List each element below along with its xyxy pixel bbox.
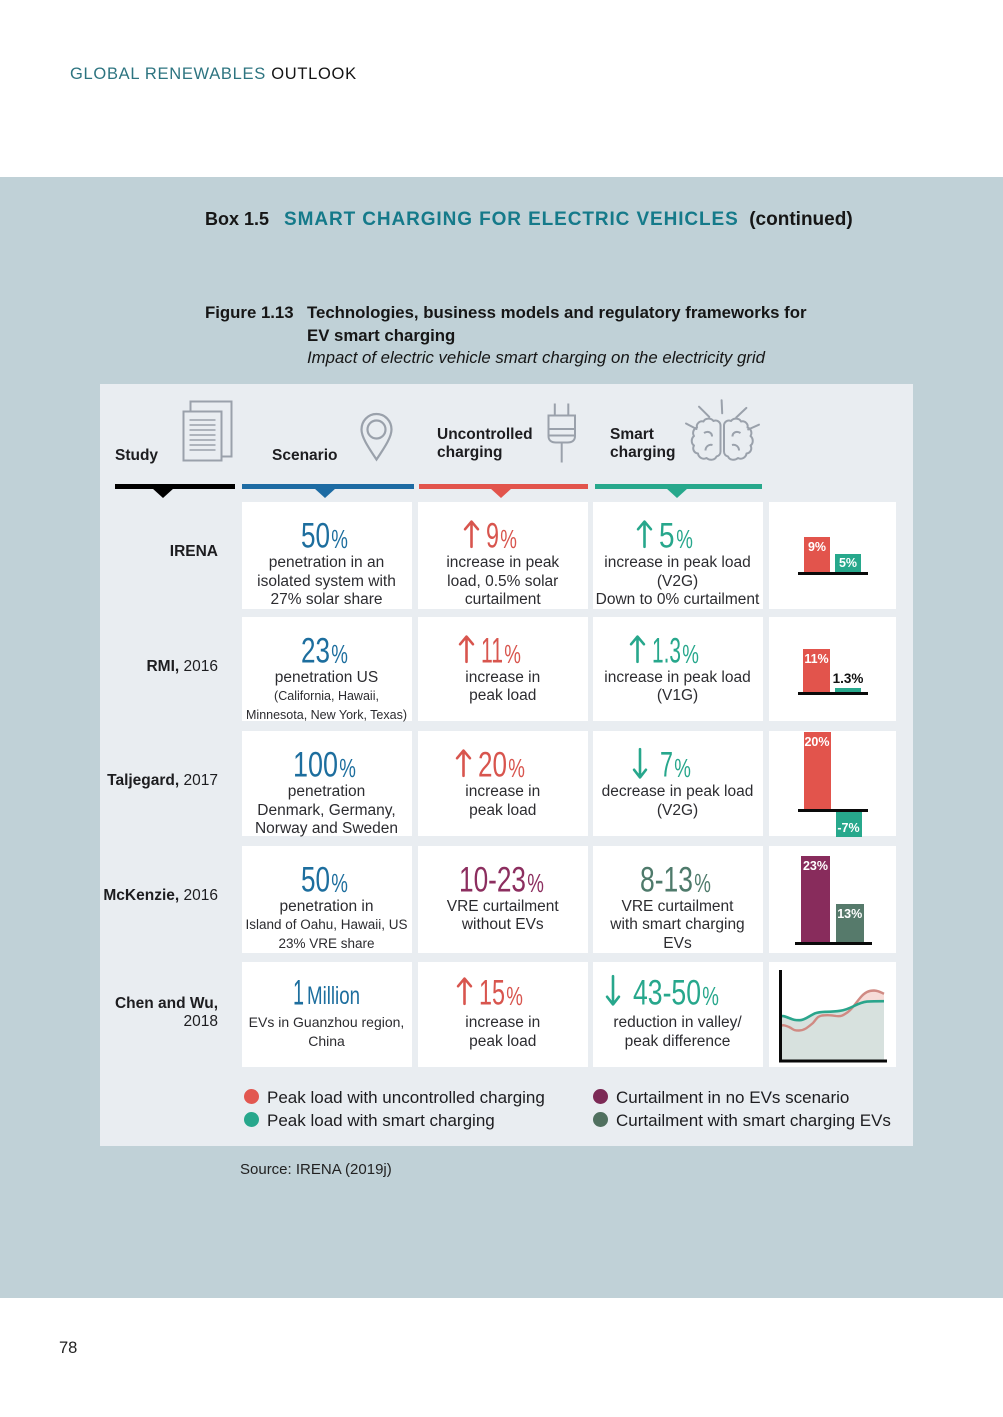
svg-text:9: 9 xyxy=(486,516,499,556)
svg-text:50: 50 xyxy=(301,859,330,899)
svg-text:10-23: 10-23 xyxy=(459,859,526,899)
svg-text:5: 5 xyxy=(659,516,675,556)
svg-text:43-50: 43-50 xyxy=(633,972,701,1012)
svg-text:15: 15 xyxy=(479,972,505,1012)
svg-text:7: 7 xyxy=(660,745,673,785)
svg-text:50: 50 xyxy=(301,516,330,556)
svg-text:Million: Million xyxy=(307,982,360,1010)
svg-text:20: 20 xyxy=(478,745,507,785)
svg-text:100: 100 xyxy=(293,745,338,785)
svg-text:1.3: 1.3 xyxy=(652,630,681,670)
svg-text:23: 23 xyxy=(301,630,330,670)
svg-text:8-13: 8-13 xyxy=(640,859,693,899)
svg-text:11: 11 xyxy=(481,630,503,670)
svg-text:1: 1 xyxy=(293,972,304,1012)
